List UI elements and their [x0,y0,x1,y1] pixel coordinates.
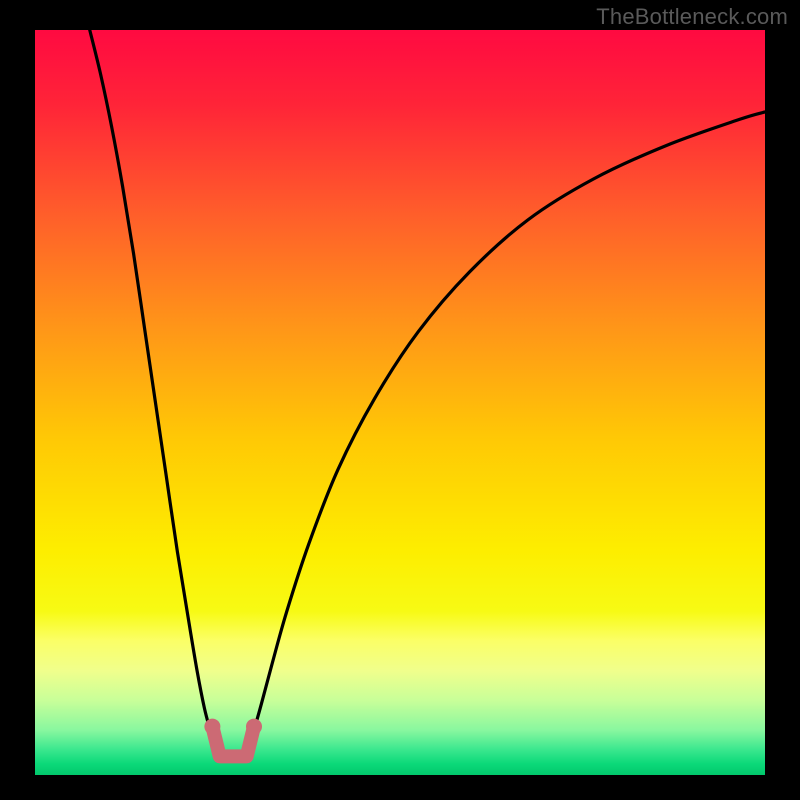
gradient-plot-area [35,30,765,775]
watermark-text: TheBottleneck.com [596,4,788,30]
valley-marker-dot-left [204,719,220,735]
bottleneck-curve-chart [0,0,800,800]
chart-container: TheBottleneck.com [0,0,800,800]
valley-marker-dot-right [246,719,262,735]
